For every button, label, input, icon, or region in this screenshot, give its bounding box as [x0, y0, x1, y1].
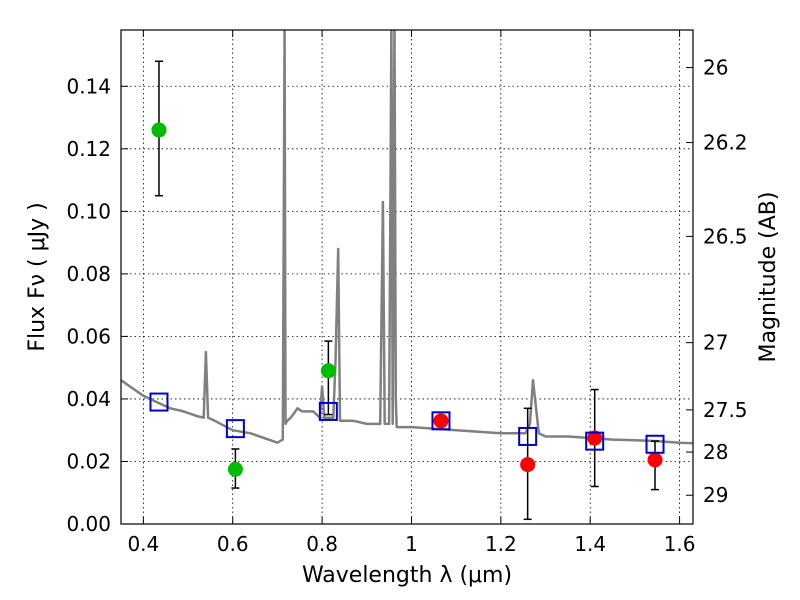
plot-frame [120, 29, 694, 525]
y-tick-label: 0.04 [66, 387, 111, 411]
y2-tick-label: 28 [703, 440, 728, 464]
y-tick-label: 0.08 [66, 262, 111, 286]
x-tick-label: 1.4 [574, 532, 606, 556]
x-tick-label: 0.8 [306, 532, 338, 556]
y-tick-label: 0.10 [66, 199, 111, 223]
y2-tick-label: 26.2 [703, 131, 748, 155]
model-spectrum-layer [121, 30, 693, 445]
model-photometry-point [518, 426, 538, 446]
model-photometry-point [431, 411, 451, 431]
x-tick-label: 1 [405, 532, 418, 556]
model-photometry-point [318, 401, 338, 421]
model-photometry-point [585, 431, 605, 451]
y2-tick-label: 26 [703, 56, 728, 80]
y-tick-label: 0.02 [66, 449, 111, 473]
x-tick-label: 0.6 [217, 532, 249, 556]
y-tick-label: 0.14 [66, 74, 111, 98]
red-data-point [520, 457, 536, 473]
x-tick-label: 1.2 [485, 532, 517, 556]
y-tick-label: 0.00 [66, 512, 111, 536]
red-data-point [647, 452, 663, 468]
x-tick-label: 1.6 [664, 532, 696, 556]
model-photometry-point [149, 392, 169, 412]
y-tick-label: 0.06 [66, 324, 111, 348]
y2-tick-label: 29 [703, 483, 728, 507]
y2-tick-label: 26.5 [703, 224, 748, 248]
ticks-layer: 0.4 0.6 0.8 1 1.2 1.4 1.6 0.00 0.02 0.04 0.06 0.08 0… [66, 30, 748, 556]
green-data-point [320, 363, 336, 379]
green-data-point [227, 461, 243, 477]
y-tick-label: 0.12 [66, 137, 111, 161]
points-layer [149, 122, 665, 477]
x-tick-label: 0.4 [127, 532, 159, 556]
grid [121, 30, 693, 524]
red-data-point [433, 413, 449, 429]
model-photometry-point [645, 434, 665, 454]
model-photometry-point [225, 419, 245, 439]
y-axis-label: Flux Fν ( μJy ) [25, 202, 50, 351]
x-axis-label: Wavelength λ (μm) [302, 563, 512, 588]
green-data-point [151, 122, 167, 138]
red-data-point [587, 430, 603, 446]
y2-tick-label: 27.5 [703, 398, 748, 422]
y2-axis-label: Magnitude (AB) [756, 192, 781, 363]
model-spectrum-line [121, 30, 693, 445]
y2-tick-label: 27 [703, 331, 728, 355]
